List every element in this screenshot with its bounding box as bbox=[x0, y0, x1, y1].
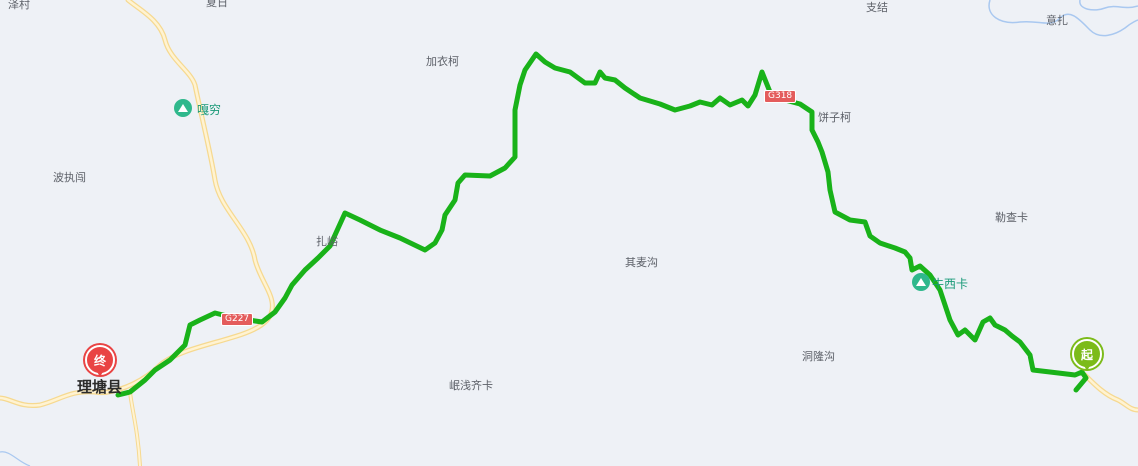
mountain-poi-icon[interactable] bbox=[174, 99, 192, 117]
place-label: 意扎 bbox=[1046, 14, 1068, 27]
road-shield-g318: G318 bbox=[764, 90, 797, 103]
place-label: 泽村 bbox=[8, 0, 30, 11]
place-label: 岷浅齐卡 bbox=[449, 379, 493, 392]
river bbox=[988, 0, 1138, 37]
route-line bbox=[115, 51, 1089, 398]
poi-label: 牛西卡 bbox=[932, 277, 969, 291]
place-label: 饼子柯 bbox=[818, 111, 851, 124]
river bbox=[0, 451, 31, 466]
road-g227 bbox=[0, 0, 274, 407]
place-label: 波执闯 bbox=[53, 171, 86, 184]
start-marker[interactable]: 起 bbox=[1072, 339, 1102, 371]
place-label: 支结 bbox=[866, 1, 888, 14]
poi-label: 嘎穷 bbox=[197, 103, 222, 117]
place-label: 洞隆沟 bbox=[802, 350, 835, 363]
mountain-poi-icon[interactable] bbox=[912, 273, 930, 291]
place-label: 夏日 bbox=[206, 0, 228, 9]
place-label: 勒查卡 bbox=[995, 211, 1028, 224]
road-east bbox=[1082, 372, 1138, 413]
city-label: 理塘县 bbox=[77, 378, 123, 396]
road-east bbox=[1083, 373, 1138, 412]
place-label: 扎峪 bbox=[316, 235, 338, 248]
road-g227 bbox=[0, 0, 275, 409]
place-label: 其麦沟 bbox=[625, 256, 658, 269]
road-shield-g227: G227 bbox=[221, 313, 254, 326]
road-south bbox=[129, 391, 141, 466]
place-label: 加衣柯 bbox=[426, 55, 459, 68]
river bbox=[1079, 0, 1138, 11]
end-marker[interactable]: 终 bbox=[85, 345, 115, 377]
